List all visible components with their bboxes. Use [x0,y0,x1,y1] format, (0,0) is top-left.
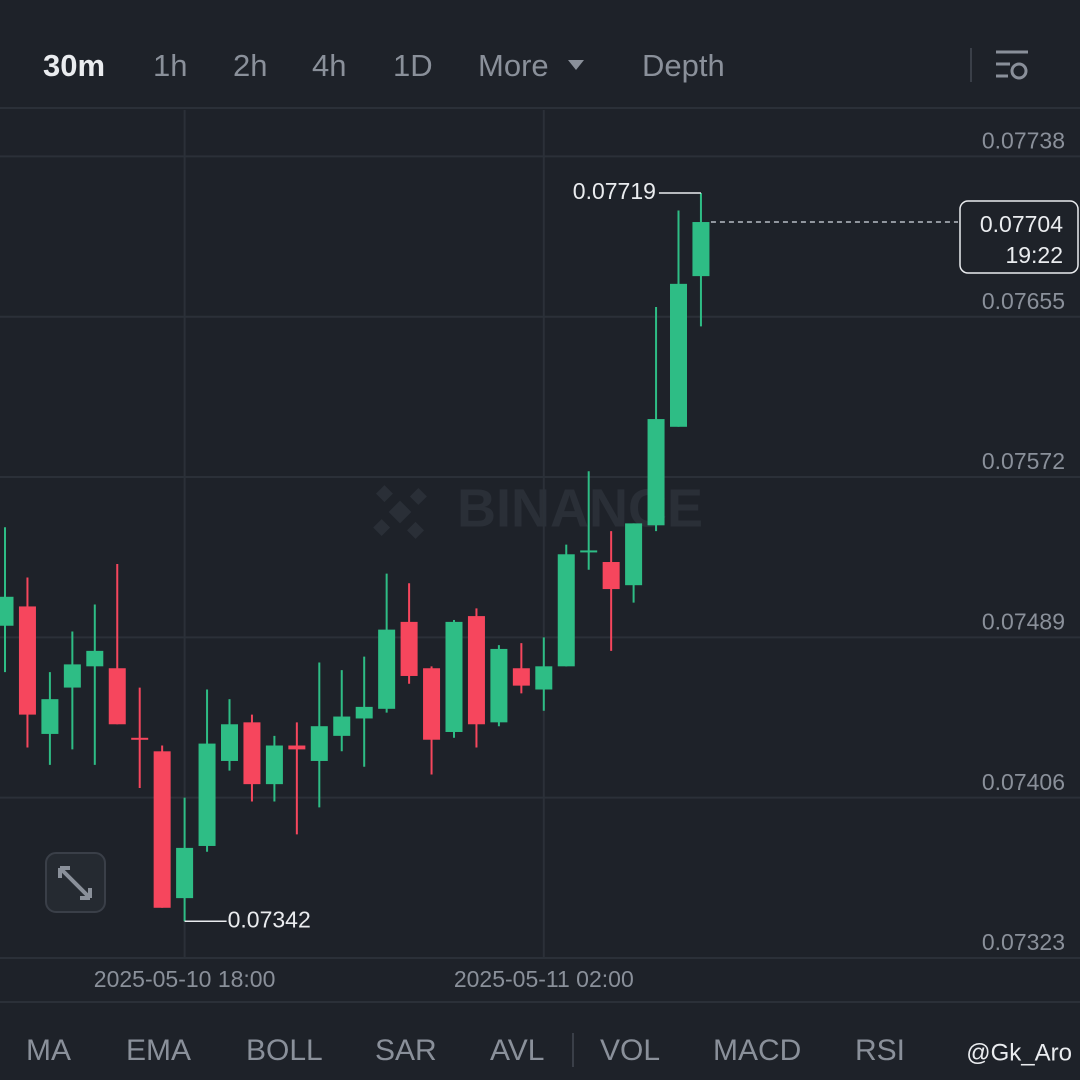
candle-body [221,724,238,761]
dropdown-arrow [568,60,584,70]
candle-body [153,751,171,908]
candle-body [131,737,149,740]
candle-body [647,419,665,526]
last-price-box[interactable] [959,200,1079,274]
candle-body [467,616,485,725]
y-tick-label: 0.07406 [982,769,1065,795]
timeframe-tab[interactable]: Depth [642,48,725,83]
y-tick-label: 0.07738 [982,127,1065,153]
x-tick-label: 2025-05-10 18:00 [94,966,276,992]
plot [0,110,1080,959]
timeframe-tab[interactable]: 2h [233,48,267,83]
candle-body [86,650,104,667]
candle-body [692,222,710,277]
candle-body [176,847,194,899]
candle-body [670,283,687,427]
candle-body [355,706,373,719]
timeframe-tab[interactable]: More [478,48,549,83]
watermark-text: BINANCE [457,478,703,538]
candle-body [333,716,351,736]
candle-body [400,621,418,676]
high-label: 0.07719 [573,178,656,204]
timeframe-tab[interactable]: 4h [312,48,346,83]
indicator-tab[interactable]: AVL [490,1034,544,1067]
y-tick-label: 0.07572 [982,448,1065,474]
candle-body [625,523,643,586]
indicator-tab[interactable]: RSI [855,1034,905,1067]
candle-body [288,745,306,750]
countdown-label: 19:22 [1005,242,1063,268]
candle-body [535,666,553,690]
timeframe-tab[interactable]: 30m [43,48,105,83]
last-price-label: 0.07704 [980,211,1063,237]
candle-body [243,722,261,785]
timeframe-tab[interactable]: 1h [153,48,187,83]
indicator-tab[interactable]: VOL [600,1034,660,1067]
candle-body [41,699,59,734]
indicator-tab[interactable]: SAR [375,1034,437,1067]
ui: 30m 1h 2h 4h 1D More Depth MA EMA BOLL SAR AVL VOL MA… [26,48,1079,1067]
candle-body [512,668,530,686]
indicator-tab[interactable]: BOLL [246,1034,323,1067]
candle-body [310,726,328,761]
indicator-tab[interactable]: MACD [713,1034,801,1067]
candle-body [490,648,508,723]
candle-body [63,664,81,688]
candle-body [557,554,575,667]
indicator-tab[interactable]: MA [26,1034,71,1067]
y-tick-label: 0.07489 [982,608,1065,634]
candle-body [580,550,598,553]
candle-body [265,745,283,785]
y-tick-label: 0.07323 [982,929,1065,955]
indicator-tab[interactable]: EMA [126,1034,191,1067]
candle-body [18,606,36,715]
candle-body [602,562,620,590]
candle-body [378,629,396,709]
low-label: 0.07342 [228,906,311,932]
settings-icon[interactable] [996,50,1028,80]
timeframe-tab[interactable]: 1D [393,48,433,83]
expand-button[interactable] [45,852,106,913]
candle-body [108,668,126,725]
candle-body [445,621,463,732]
candle-body [423,668,441,740]
candle-body [0,596,14,626]
candle-body [198,743,216,846]
x-tick-label: 2025-05-11 02:00 [454,966,634,992]
y-tick-label: 0.07655 [982,288,1065,314]
user-watermark: @Gk_Aro [966,1039,1072,1066]
